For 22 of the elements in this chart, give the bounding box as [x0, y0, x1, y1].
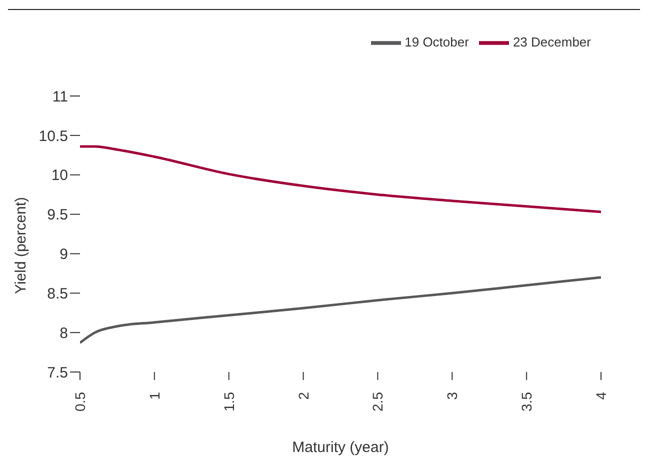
x-axis-title: Maturity (year) [292, 439, 389, 456]
y-tick-label: 10 [51, 167, 68, 184]
y-tick-label: 9.5 [47, 206, 68, 224]
x-tick-label: 0.5 [72, 392, 88, 412]
y-tick-label: 11 [52, 88, 68, 106]
x-tick-label: 1 [146, 392, 162, 400]
y-tick-label: 10.5 [38, 128, 68, 145]
x-tick-label: 1.5 [220, 392, 237, 412]
legend-label: 23 December [512, 34, 591, 50]
x-tick-label: 2.5 [370, 392, 386, 412]
x-tick-label: 2 [295, 392, 312, 400]
y-tick-label: 8 [60, 324, 68, 342]
legend-label: 19 October [404, 34, 469, 50]
x-tick-label: 4 [593, 392, 609, 400]
line-series [80, 276, 601, 344]
y-tick-label: 9 [60, 246, 68, 264]
y-axis-title: Yield (percent) [12, 197, 30, 294]
y-tick-label: 8.5 [47, 285, 68, 302]
line-series [80, 145, 601, 214]
x-tick-label: 3.5 [518, 392, 535, 412]
y-tick-label: 7.5 [47, 364, 68, 382]
x-tick-label: 3 [444, 392, 460, 400]
